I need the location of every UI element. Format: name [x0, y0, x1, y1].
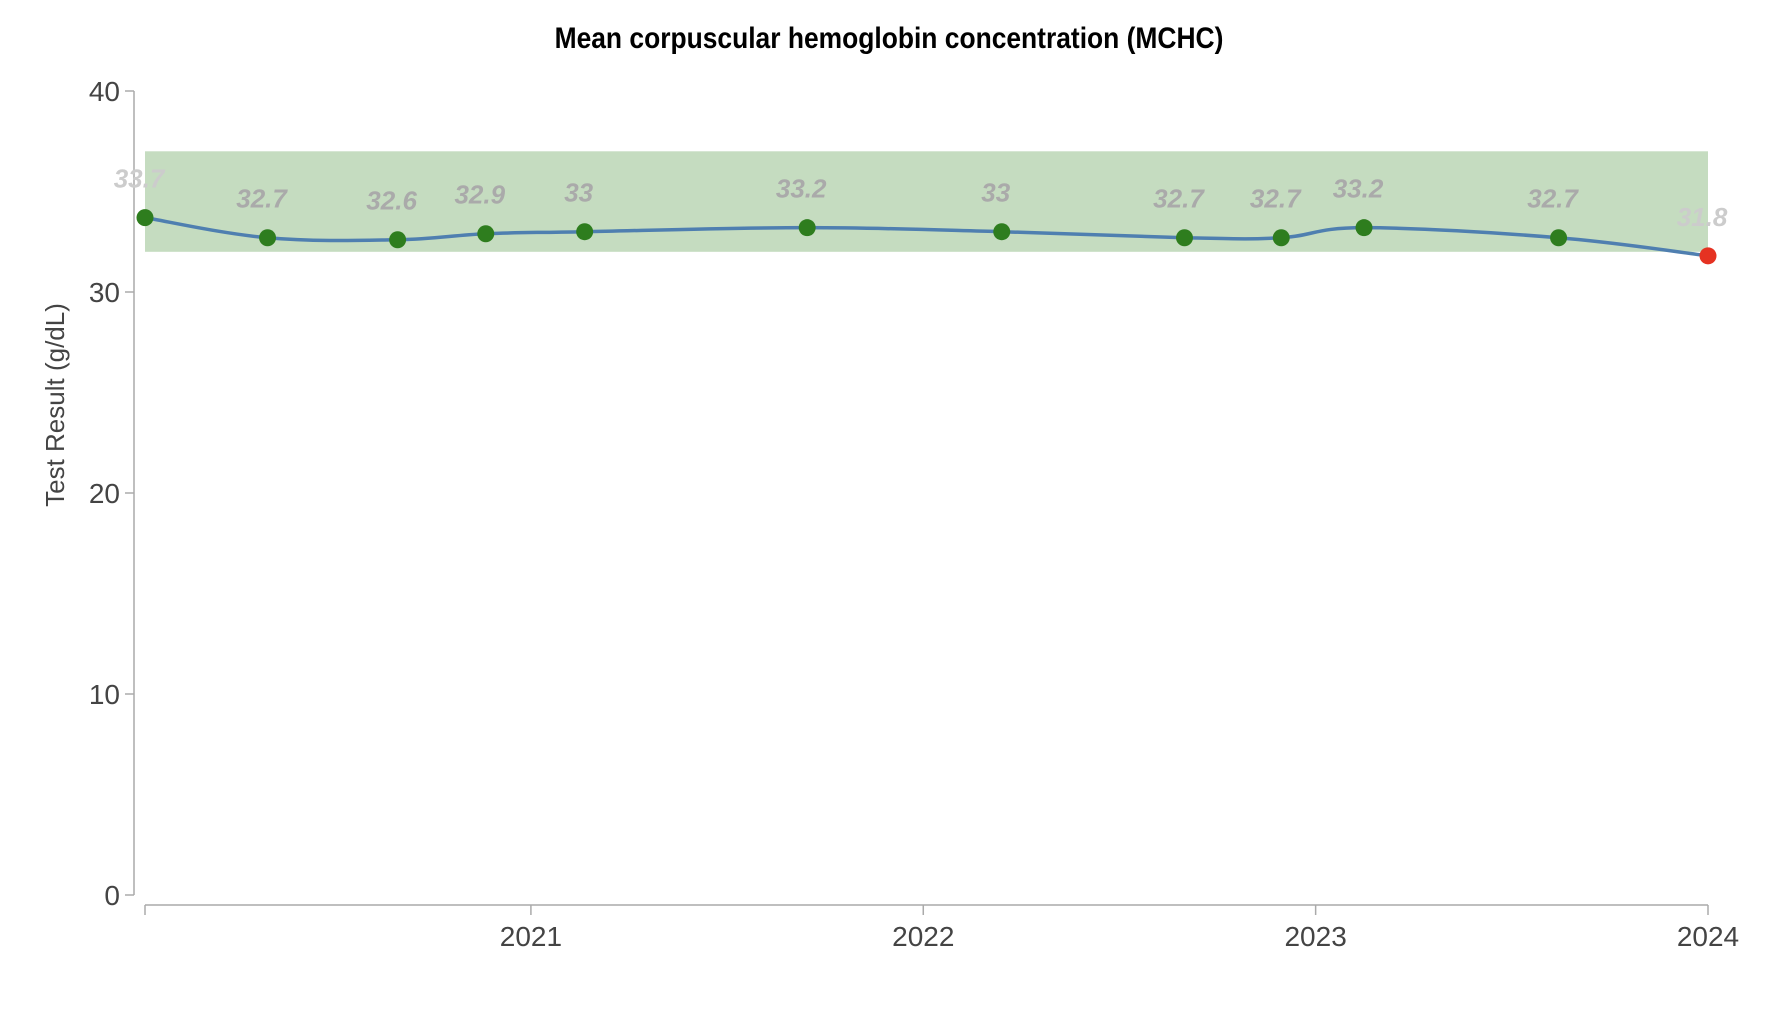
x-tick-label: 2021	[500, 921, 562, 952]
y-tick-label: 40	[89, 76, 120, 107]
data-point[interactable]	[1272, 229, 1290, 247]
data-label: 32.7	[1527, 184, 1579, 214]
x-tick-label: 2023	[1284, 921, 1346, 952]
x-tick-label: 2024	[1677, 921, 1739, 952]
data-point[interactable]	[1699, 247, 1717, 265]
data-label: 32.6	[366, 186, 417, 216]
data-label: 32.9	[454, 180, 505, 210]
data-point[interactable]	[993, 223, 1011, 241]
y-tick-label: 0	[104, 880, 120, 911]
x-tick-label: 2022	[892, 921, 954, 952]
data-point[interactable]	[576, 223, 594, 241]
y-tick-label: 30	[89, 277, 120, 308]
data-point[interactable]	[1175, 229, 1193, 247]
data-point[interactable]	[136, 209, 154, 227]
data-label: 32.7	[1250, 184, 1302, 214]
reference-range-band	[145, 151, 1708, 252]
data-label: 33	[564, 178, 593, 208]
y-tick-label: 20	[89, 478, 120, 509]
data-label: 32.7	[1153, 184, 1205, 214]
data-point[interactable]	[798, 219, 816, 237]
data-point[interactable]	[389, 231, 407, 249]
data-point[interactable]	[1355, 219, 1373, 237]
chart-title: Mean corpuscular hemoglobin concentratio…	[554, 22, 1224, 55]
data-point[interactable]	[259, 229, 277, 247]
data-point[interactable]	[477, 225, 495, 243]
data-label: 33.2	[1333, 174, 1384, 204]
data-label: 31.8	[1677, 202, 1728, 232]
series-line	[144, 215, 1709, 258]
data-point[interactable]	[1550, 229, 1568, 247]
data-label: 33.7	[114, 164, 166, 194]
data-label: 33	[981, 178, 1010, 208]
data-label: 32.7	[236, 184, 288, 214]
y-axis-title: Test Result (g/dL)	[40, 303, 70, 507]
y-tick-label: 10	[89, 679, 120, 710]
data-label: 33.2	[776, 174, 827, 204]
